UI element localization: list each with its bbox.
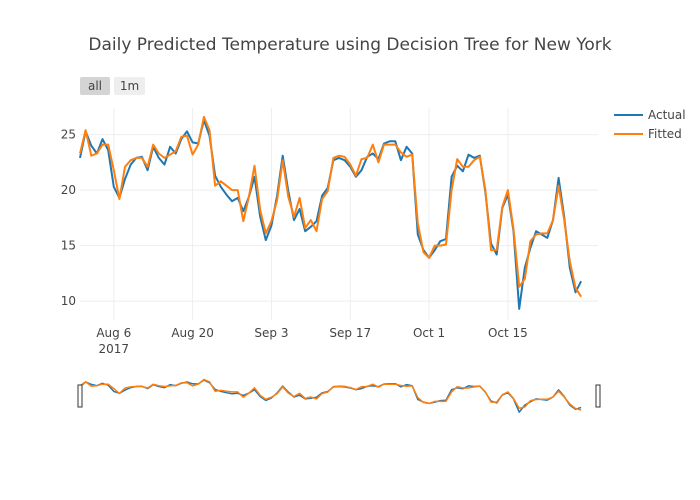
y-axis-ticks: 10 15 20 25 xyxy=(61,128,76,308)
range-slider[interactable] xyxy=(77,378,601,413)
legend-label-fitted[interactable]: Fitted xyxy=(648,127,682,141)
grid xyxy=(80,108,598,320)
plot-area[interactable] xyxy=(79,115,582,310)
series-line-fitted[interactable] xyxy=(79,115,582,298)
range-button-all[interactable]: all xyxy=(80,77,110,95)
chart-title: Daily Predicted Temperature using Decisi… xyxy=(88,35,611,55)
slider-handle-right[interactable] xyxy=(595,384,601,408)
x-tick-label: Aug 20 xyxy=(171,326,214,340)
x-tick-label: Sep 3 xyxy=(254,326,288,340)
legend[interactable]: Actual Fitted xyxy=(614,108,686,141)
x-tick-label: Aug 6 xyxy=(96,326,131,340)
x-tick-label: Oct 1 xyxy=(413,326,445,340)
range-button-1m[interactable]: 1m xyxy=(114,77,145,95)
x-tick-year-label: 2017 xyxy=(99,342,130,356)
y-tick-label: 15 xyxy=(61,239,76,253)
slider-handle-left[interactable] xyxy=(77,384,83,408)
slider-line-fitted xyxy=(79,378,582,411)
x-axis-ticks: Aug 6 2017 Aug 20 Sep 3 Sep 17 Oct 1 Oct 15 xyxy=(96,326,527,356)
legend-label-actual[interactable]: Actual xyxy=(648,108,686,122)
y-tick-label: 20 xyxy=(61,183,76,197)
x-tick-label: Sep 17 xyxy=(329,326,371,340)
y-tick-label: 25 xyxy=(61,128,76,142)
y-tick-label: 10 xyxy=(61,294,76,308)
x-tick-label: Oct 15 xyxy=(488,326,528,340)
